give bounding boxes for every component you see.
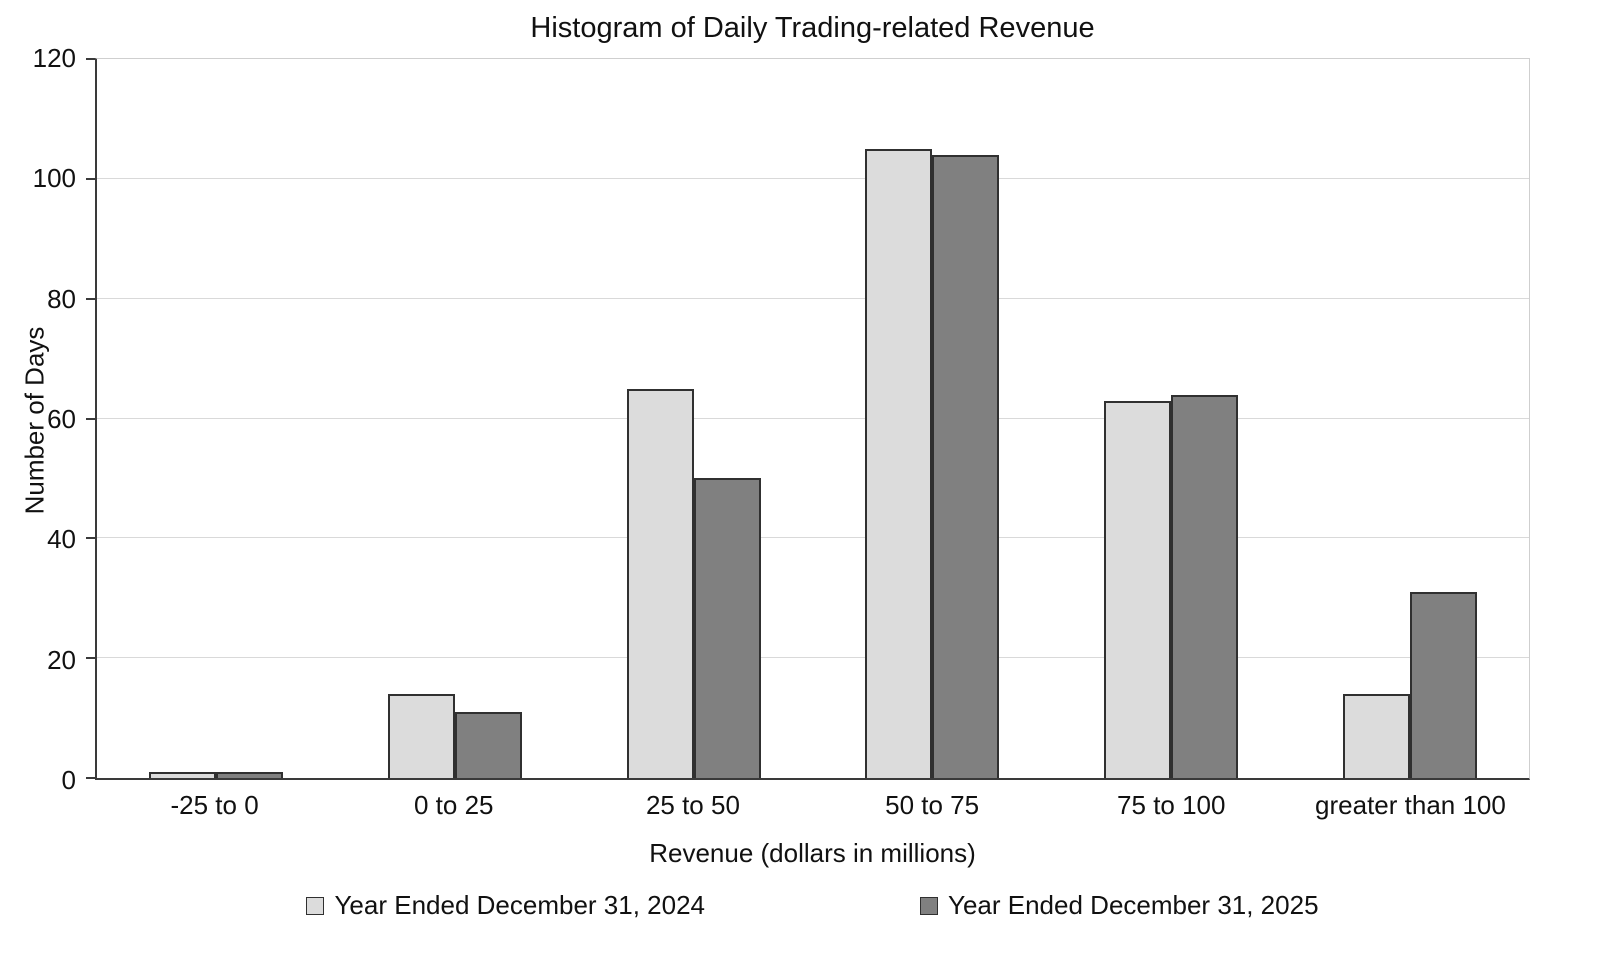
x-category-label: 50 to 75 bbox=[885, 790, 980, 820]
x-category-label: 25 to 50 bbox=[645, 790, 740, 820]
bar-series-1 bbox=[865, 148, 933, 778]
bar-series-2 bbox=[1171, 394, 1239, 778]
legend-label: Year Ended December 31, 2025 bbox=[948, 890, 1319, 920]
bar-series-2 bbox=[693, 478, 761, 778]
bar-group bbox=[574, 59, 813, 778]
y-axis-tick-label: 0 bbox=[61, 765, 76, 795]
gridline bbox=[97, 657, 1529, 659]
x-category-label: 75 to 100 bbox=[1117, 790, 1226, 820]
y-axis-tick-label: 60 bbox=[47, 404, 76, 434]
legend-item-series-1: Year Ended December 31, 2024 bbox=[306, 890, 705, 921]
bar-group bbox=[336, 59, 575, 778]
bar-series-1 bbox=[149, 772, 217, 778]
chart-legend: Year Ended December 31, 2024 Year Ended D… bbox=[95, 890, 1530, 921]
bar-group bbox=[813, 59, 1052, 778]
y-axis-tick-mark bbox=[86, 58, 95, 60]
bar-series-2 bbox=[1409, 592, 1477, 778]
chart-title: Histogram of Daily Trading-related Reven… bbox=[530, 12, 1095, 44]
bar-series-1 bbox=[626, 388, 694, 778]
plot-area bbox=[86, 58, 1530, 780]
y-axis-tick-labels: 0 20 40 60 80 100 120 bbox=[0, 45, 76, 793]
bar-group bbox=[97, 59, 336, 778]
x-category-label: greater than 100 bbox=[1315, 790, 1506, 820]
gridline bbox=[97, 537, 1529, 539]
y-axis-tick-mark bbox=[86, 657, 95, 660]
gridline bbox=[97, 177, 1529, 179]
legend-item-series-2: Year Ended December 31, 2025 bbox=[920, 890, 1319, 921]
bars-row bbox=[97, 59, 1529, 778]
y-axis-tick-mark bbox=[86, 297, 95, 300]
bar-series-1 bbox=[1104, 400, 1172, 778]
y-axis-tick-label: 100 bbox=[32, 163, 76, 194]
y-axis-tick-label: 40 bbox=[47, 524, 76, 555]
legend-swatch bbox=[306, 896, 325, 915]
y-axis-tick-mark bbox=[86, 777, 95, 779]
bar-series-1 bbox=[388, 694, 455, 778]
legend-swatch bbox=[920, 896, 938, 915]
y-axis-tick-label: 20 bbox=[47, 644, 76, 675]
y-axis-tick-label: 120 bbox=[32, 43, 76, 73]
x-axis-category-labels: -25 to 0 0 to 25 25 to 50 50 to 75 75 to 100… bbox=[95, 790, 1530, 821]
bar-series-2 bbox=[932, 154, 1000, 778]
gridline bbox=[97, 297, 1529, 299]
legend-label: Year Ended December 31, 2024 bbox=[334, 890, 705, 920]
bar-group bbox=[1290, 59, 1529, 778]
bar-group bbox=[1052, 59, 1291, 778]
x-axis-title: Revenue (dollars in millions) bbox=[649, 838, 976, 868]
y-axis-tick-mark bbox=[86, 177, 95, 180]
x-category-label: -25 to 0 bbox=[170, 790, 259, 820]
y-axis-tick-mark bbox=[86, 417, 95, 420]
bar-series-2 bbox=[455, 712, 522, 778]
bar-series-2 bbox=[216, 772, 284, 778]
bar-series-1 bbox=[1342, 694, 1410, 778]
y-axis-tick-mark bbox=[86, 537, 95, 540]
x-category-label: 0 to 25 bbox=[414, 790, 494, 820]
gridline bbox=[97, 417, 1529, 419]
y-axis-tick-label: 80 bbox=[47, 283, 76, 314]
